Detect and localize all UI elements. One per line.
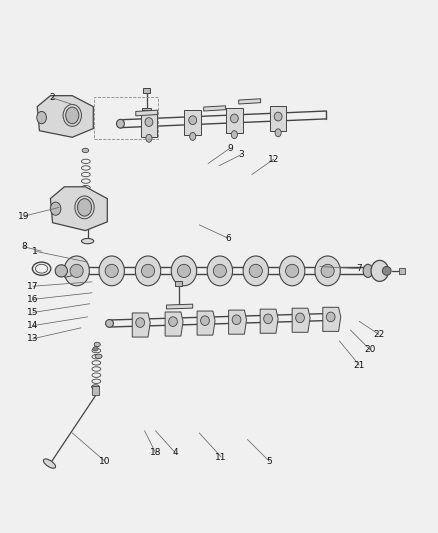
Ellipse shape [106, 319, 113, 327]
Bar [94, 96, 158, 140]
Ellipse shape [82, 148, 88, 152]
Ellipse shape [177, 264, 191, 278]
Text: 7: 7 [356, 264, 362, 273]
Ellipse shape [70, 264, 83, 278]
Text: 17: 17 [27, 282, 39, 290]
Ellipse shape [43, 459, 56, 469]
Ellipse shape [78, 199, 92, 216]
Ellipse shape [243, 256, 268, 286]
Text: 14: 14 [27, 321, 39, 330]
Polygon shape [184, 110, 201, 135]
Polygon shape [165, 312, 183, 336]
Ellipse shape [315, 256, 340, 286]
Ellipse shape [371, 260, 389, 281]
Text: 19: 19 [18, 212, 30, 221]
Polygon shape [260, 309, 278, 333]
Ellipse shape [93, 346, 98, 351]
Ellipse shape [207, 256, 233, 286]
Polygon shape [37, 96, 93, 138]
Text: 3: 3 [238, 150, 244, 159]
Ellipse shape [382, 266, 391, 275]
Ellipse shape [66, 107, 79, 124]
Ellipse shape [136, 318, 145, 327]
Text: 2: 2 [50, 93, 55, 102]
Polygon shape [292, 308, 310, 332]
Ellipse shape [105, 264, 118, 278]
Ellipse shape [82, 199, 90, 204]
Polygon shape [204, 106, 226, 111]
Ellipse shape [213, 264, 226, 278]
Ellipse shape [92, 385, 99, 389]
Ellipse shape [189, 116, 197, 125]
Ellipse shape [94, 342, 100, 346]
Bar [92, 386, 99, 395]
Ellipse shape [117, 119, 124, 128]
Ellipse shape [363, 264, 373, 278]
Ellipse shape [81, 238, 94, 244]
Text: 18: 18 [150, 448, 161, 457]
Ellipse shape [275, 129, 281, 136]
Polygon shape [323, 308, 341, 332]
Text: 1: 1 [32, 247, 38, 256]
Ellipse shape [55, 265, 67, 277]
Ellipse shape [201, 316, 209, 326]
Ellipse shape [169, 317, 177, 326]
Text: 9: 9 [227, 144, 233, 153]
Bar [399, 268, 405, 273]
Bar [143, 88, 150, 93]
Polygon shape [141, 111, 157, 137]
Ellipse shape [231, 131, 237, 139]
Ellipse shape [83, 211, 88, 215]
Polygon shape [270, 106, 286, 132]
Polygon shape [166, 304, 193, 309]
Text: 20: 20 [364, 345, 376, 354]
Bar [175, 281, 182, 286]
Polygon shape [239, 99, 261, 104]
Polygon shape [229, 310, 247, 334]
Ellipse shape [232, 315, 241, 325]
Polygon shape [136, 110, 158, 116]
Ellipse shape [264, 314, 272, 324]
Text: 15: 15 [27, 308, 39, 317]
Bar [142, 108, 151, 110]
Ellipse shape [286, 264, 299, 278]
Ellipse shape [279, 256, 305, 286]
Polygon shape [50, 187, 107, 231]
Text: 16: 16 [27, 295, 39, 304]
Text: 13: 13 [27, 334, 39, 343]
Ellipse shape [37, 111, 46, 124]
Ellipse shape [296, 313, 304, 322]
Text: 22: 22 [373, 330, 385, 339]
Text: 12: 12 [268, 155, 279, 164]
Polygon shape [132, 313, 150, 337]
Text: 21: 21 [353, 360, 365, 369]
Polygon shape [226, 108, 243, 133]
Ellipse shape [99, 256, 124, 286]
Ellipse shape [141, 264, 155, 278]
Ellipse shape [230, 114, 238, 123]
Text: 4: 4 [173, 448, 178, 457]
Text: 10: 10 [99, 457, 111, 466]
Ellipse shape [321, 264, 334, 278]
Ellipse shape [249, 264, 262, 278]
Bar [94, 96, 158, 140]
Ellipse shape [145, 118, 153, 126]
Ellipse shape [190, 133, 196, 140]
Ellipse shape [95, 354, 102, 359]
Ellipse shape [50, 202, 61, 215]
Polygon shape [197, 311, 215, 335]
Ellipse shape [135, 256, 161, 286]
Ellipse shape [171, 256, 197, 286]
Text: 11: 11 [215, 453, 227, 462]
Text: 5: 5 [266, 457, 272, 466]
Ellipse shape [274, 112, 282, 121]
Text: 8: 8 [21, 243, 27, 251]
Text: 6: 6 [225, 233, 231, 243]
Bar [82, 200, 89, 209]
Ellipse shape [326, 312, 335, 322]
Ellipse shape [146, 134, 152, 142]
Ellipse shape [64, 256, 89, 286]
